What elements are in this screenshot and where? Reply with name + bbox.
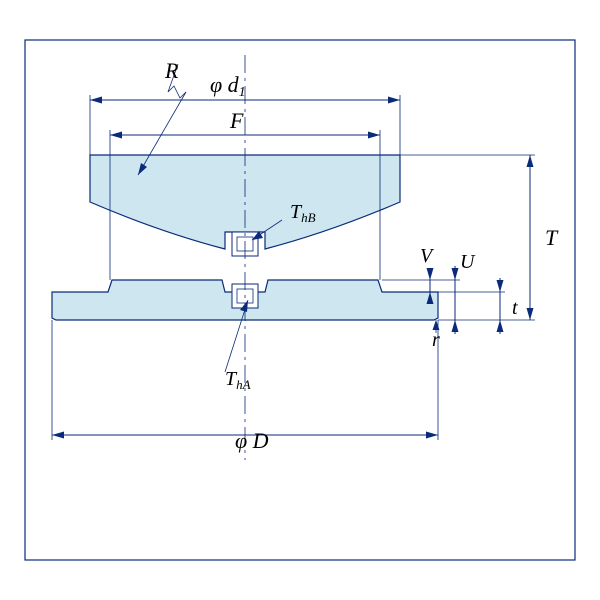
label-U: U	[460, 251, 476, 273]
label-V: V	[420, 245, 435, 267]
label-F: F	[229, 108, 244, 133]
label-ThA: ThA	[225, 368, 251, 392]
label-d1: φ d1	[210, 72, 246, 100]
label-D: φ D	[235, 428, 269, 453]
labels: R φ d1 F ThB ThA V U T t r φ D	[164, 58, 559, 453]
label-T: T	[545, 225, 559, 250]
label-r: r	[432, 329, 440, 351]
label-t: t	[512, 297, 518, 319]
label-R: R	[164, 58, 179, 83]
bearing-cross-section-diagram: R φ d1 F ThB ThA V U T t r φ D	[0, 0, 600, 600]
